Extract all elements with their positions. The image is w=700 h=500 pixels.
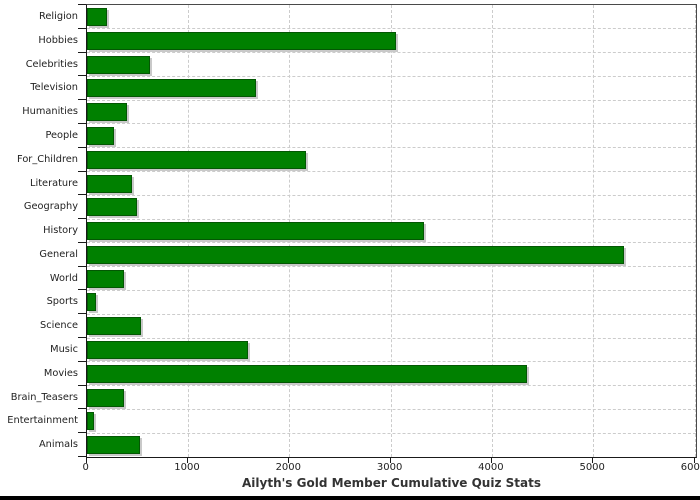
horizontal-gridline	[87, 75, 696, 77]
horizontal-gridline	[87, 28, 696, 30]
bar-history	[87, 222, 424, 241]
x-axis-tick-6000	[693, 458, 695, 463]
chart-title: Ailyth's Gold Member Cumulative Quiz Sta…	[242, 476, 541, 490]
y-axis-tick	[78, 385, 86, 386]
y-axis-tick	[78, 171, 86, 172]
bar-entertainment	[87, 412, 94, 431]
horizontal-gridline	[87, 99, 696, 101]
horizontal-gridline	[87, 432, 696, 434]
plot-area	[86, 4, 697, 458]
vertical-gridline-4000	[491, 5, 493, 457]
x-axis-tick-0	[85, 458, 87, 463]
x-axis-tick-label-0: 0	[82, 462, 89, 473]
x-axis-tick-4000	[490, 458, 492, 463]
horizontal-gridline	[87, 385, 696, 387]
y-axis-tick	[78, 194, 86, 195]
bar-hobbies	[87, 31, 396, 50]
bar-people	[87, 126, 114, 145]
x-axis-tick-label-1000: 1000	[174, 462, 200, 473]
y-axis-label-humanities: Humanities	[22, 106, 78, 118]
x-axis-tick-label-3000: 3000	[376, 462, 403, 473]
horizontal-gridline	[87, 52, 696, 54]
bar-humanities	[87, 103, 127, 122]
y-axis-tick	[78, 266, 86, 267]
y-axis-tick	[78, 313, 86, 314]
x-axis-tick-label-2000: 2000	[275, 462, 302, 473]
y-axis-tick	[78, 361, 86, 362]
y-axis-label-history: History	[43, 225, 78, 237]
y-axis-tick	[78, 75, 86, 76]
bar-world	[87, 269, 124, 288]
horizontal-gridline	[87, 171, 696, 173]
bar-movies	[87, 364, 527, 383]
y-axis-label-entertainment: Entertainment	[7, 415, 78, 427]
bar-science	[87, 317, 141, 336]
horizontal-gridline	[87, 194, 696, 196]
bar-literature	[87, 174, 132, 193]
y-axis-tick	[78, 147, 86, 148]
vertical-gridline-5000	[593, 5, 595, 457]
horizontal-gridline	[87, 313, 696, 315]
horizontal-gridline	[87, 337, 696, 339]
bottom-border-strip	[0, 496, 700, 500]
y-axis-tick	[78, 4, 86, 5]
y-axis-tick	[78, 289, 86, 290]
y-axis-label-brain_teasers: Brain_Teasers	[10, 391, 78, 403]
horizontal-gridline	[87, 361, 696, 363]
x-axis-tick-1000	[187, 458, 188, 463]
y-axis-tick	[78, 337, 86, 338]
y-axis-tick	[78, 242, 86, 243]
bar-geography	[87, 198, 137, 217]
y-axis-tick	[78, 123, 86, 124]
horizontal-gridline	[87, 408, 696, 410]
y-axis-label-music: Music	[50, 344, 78, 356]
y-axis-label-world: World	[49, 272, 78, 284]
x-axis-tick-2000	[288, 458, 290, 463]
y-axis-label-sports: Sports	[46, 296, 78, 308]
y-axis-label-television: Television	[30, 82, 78, 94]
y-axis-label-religion: Religion	[39, 11, 78, 22]
bar-brain_teasers	[87, 388, 124, 407]
bar-music	[87, 341, 248, 360]
x-axis-tick-label-5000: 5000	[579, 462, 605, 473]
y-axis-tick	[78, 456, 86, 457]
bar-celebrities	[87, 55, 150, 74]
y-axis-label-movies: Movies	[43, 367, 78, 379]
y-axis-tick	[78, 432, 86, 433]
y-axis-label-for_children: For_Children	[17, 153, 78, 165]
bar-animals	[87, 436, 140, 455]
y-axis-tick	[78, 408, 86, 409]
horizontal-gridline	[87, 289, 696, 291]
x-axis-tick-label-6000: 6000	[680, 462, 700, 473]
y-axis-tick	[78, 52, 86, 53]
bar-general	[87, 245, 624, 264]
y-axis-label-hobbies: Hobbies	[38, 34, 78, 46]
vertical-gridline-6000	[694, 5, 696, 457]
bar-television	[87, 79, 256, 98]
horizontal-gridline	[87, 218, 696, 220]
y-axis-label-animals: Animals	[38, 439, 78, 451]
y-axis-label-general: General	[39, 248, 78, 260]
y-axis-tick	[78, 99, 86, 100]
x-axis-tick-3000	[389, 458, 391, 463]
y-axis-label-people: People	[45, 129, 78, 141]
bar-religion	[87, 8, 107, 26]
x-axis-tick-label-4000: 4000	[478, 462, 504, 473]
bar-for_children	[87, 150, 306, 169]
y-axis-label-science: Science	[40, 320, 78, 332]
x-axis-tick-5000	[592, 458, 594, 463]
horizontal-gridline	[87, 242, 696, 244]
horizontal-gridline	[87, 147, 696, 149]
y-axis-tick	[78, 28, 86, 29]
horizontal-gridline	[87, 123, 696, 125]
horizontal-gridline	[87, 266, 696, 268]
y-axis-label-celebrities: Celebrities	[25, 58, 78, 70]
y-axis-tick	[78, 218, 86, 219]
bar-sports	[87, 293, 96, 312]
y-axis-label-literature: Literature	[30, 177, 78, 189]
y-axis-label-geography: Geography	[23, 201, 78, 213]
